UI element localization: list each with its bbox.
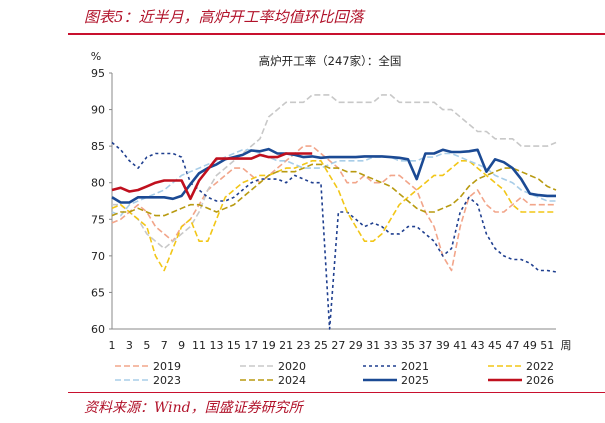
y-tick-label: 95 bbox=[91, 67, 105, 80]
y-tick-label: 65 bbox=[91, 286, 105, 299]
legend-label-2019: 2019 bbox=[153, 360, 181, 373]
chart-title: 高炉开工率（247家）：全国 bbox=[259, 54, 402, 68]
legend-label-2022: 2022 bbox=[526, 360, 554, 373]
y-tick-label: 75 bbox=[91, 213, 105, 226]
y-axis-unit: % bbox=[91, 50, 101, 63]
x-tick-label: 49 bbox=[523, 339, 537, 352]
x-tick-label: 31 bbox=[366, 339, 380, 352]
x-tick-label: 39 bbox=[436, 339, 450, 352]
x-tick-label: 9 bbox=[178, 339, 185, 352]
x-tick-label: 19 bbox=[262, 339, 276, 352]
x-tick-label: 23 bbox=[297, 339, 311, 352]
x-tick-label: 47 bbox=[505, 339, 519, 352]
series-line-2022 bbox=[111, 160, 556, 272]
x-tick-label: 27 bbox=[331, 339, 345, 352]
y-tick-label: 80 bbox=[91, 177, 105, 190]
x-tick-label: 41 bbox=[453, 339, 467, 352]
x-tick-label: 11 bbox=[192, 339, 206, 352]
x-tick-label: 5 bbox=[143, 339, 150, 352]
legend-label-2025: 2025 bbox=[401, 374, 429, 387]
source-note: 资料来源：Wind，国盛证券研究所 bbox=[84, 400, 303, 416]
x-tick-label: 33 bbox=[384, 339, 398, 352]
y-tick-label: 70 bbox=[91, 250, 105, 263]
legend-label-2021: 2021 bbox=[401, 360, 429, 373]
legend-label-2020: 2020 bbox=[278, 360, 306, 373]
x-tick-label: 15 bbox=[227, 339, 241, 352]
x-tick-label: 25 bbox=[314, 339, 328, 352]
series-line-2020 bbox=[112, 94, 557, 250]
y-tick-label: 85 bbox=[91, 140, 105, 153]
figure-caption: 图表5：近半月，高炉开工率均值环比回落 bbox=[84, 8, 364, 26]
x-tick-label: 1 bbox=[109, 339, 116, 352]
series-line-2019 bbox=[111, 145, 556, 272]
series-line-2023 bbox=[111, 149, 556, 217]
x-tick-label: 45 bbox=[488, 339, 502, 352]
x-tick-label: 35 bbox=[401, 339, 415, 352]
x-tick-label: 3 bbox=[126, 339, 133, 352]
legend-label-2024: 2024 bbox=[278, 374, 306, 387]
x-axis-unit: 周 bbox=[561, 339, 572, 352]
series-line-2026 bbox=[111, 152, 313, 201]
top-rule bbox=[68, 33, 605, 35]
legend-label-2026: 2026 bbox=[526, 374, 554, 387]
x-tick-label: 7 bbox=[161, 339, 168, 352]
x-tick-label: 29 bbox=[349, 339, 363, 352]
y-tick-label: 60 bbox=[91, 323, 105, 336]
x-tick-label: 21 bbox=[279, 339, 293, 352]
x-tick-label: 43 bbox=[471, 339, 485, 352]
x-tick-label: 13 bbox=[209, 339, 223, 352]
y-tick-label: 90 bbox=[91, 104, 105, 117]
x-tick-label: 37 bbox=[418, 339, 432, 352]
series-line-2025 bbox=[111, 147, 556, 204]
x-tick-label: 17 bbox=[244, 339, 258, 352]
x-tick-label: 51 bbox=[540, 339, 554, 352]
legend-label-2023: 2023 bbox=[153, 374, 181, 387]
series-line-2024 bbox=[111, 163, 557, 217]
bottom-rule bbox=[68, 392, 605, 393]
